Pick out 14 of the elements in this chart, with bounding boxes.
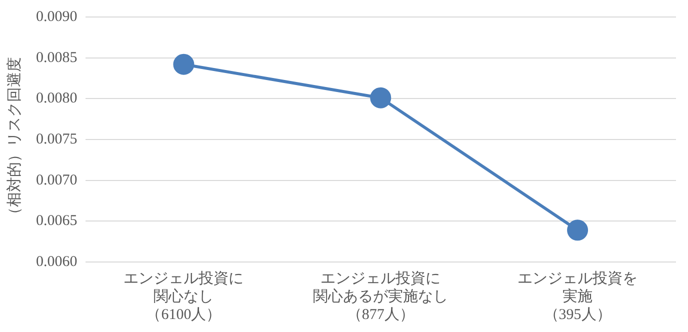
y-tick-label: 0.0065 (36, 213, 78, 230)
y-axis-title: （相対的）リスク回避度 (6, 57, 23, 222)
y-tick-label: 0.0080 (36, 90, 78, 107)
x-tick-label: エンジェル投資に関心あるが実施なし（877人） (313, 270, 448, 323)
y-tick-label: 0.0075 (36, 131, 78, 148)
x-tick-label: エンジェル投資に関心なし（6100人） (124, 270, 244, 323)
point (173, 54, 194, 75)
y-tick-label: 0.0090 (36, 8, 78, 25)
y-tick-label: 0.0085 (36, 50, 78, 66)
point (567, 220, 588, 241)
x-tick-label: エンジェル投資を実施（395人） (518, 270, 638, 323)
y-tick-label: 0.0060 (36, 254, 78, 270)
y-tick-label: 0.0070 (36, 172, 78, 188)
point (370, 87, 392, 108)
